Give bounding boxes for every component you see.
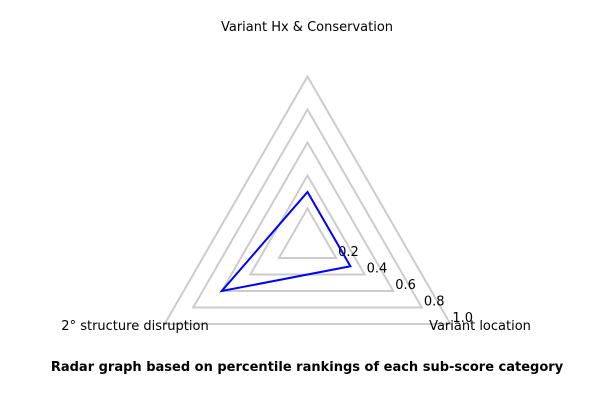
tick-label-1: 1.0 [452, 311, 473, 326]
axis-label-structure-disruption: 2° structure disruption [61, 319, 208, 334]
chart-title: Radar graph based on percentile rankings… [51, 360, 564, 375]
grid-ring-0-8 [191, 107, 424, 309]
grid-ring-1 [162, 74, 453, 325]
tick-label-0-2: 0.2 [338, 245, 359, 260]
grid-layer [162, 74, 453, 325]
tick-layer: 0.2 0.4 0.6 0.8 1.0 [338, 245, 473, 326]
grid-ring-0-2 [277, 206, 338, 259]
tick-label-0-4: 0.4 [367, 262, 388, 277]
grid-ring-0-6 [220, 140, 395, 292]
series-line-0 [219, 190, 352, 293]
axis-label-variant-location: Variant location [429, 319, 531, 334]
tick-label-0-8: 0.8 [424, 295, 445, 310]
axis-label-variant-hx-conservation: Variant Hx & Conservation [221, 20, 393, 35]
series-layer [219, 190, 352, 293]
axis-label-layer: Variant Hx & Conservation Variant locati… [61, 20, 531, 334]
tick-label-0-6: 0.6 [395, 278, 416, 293]
